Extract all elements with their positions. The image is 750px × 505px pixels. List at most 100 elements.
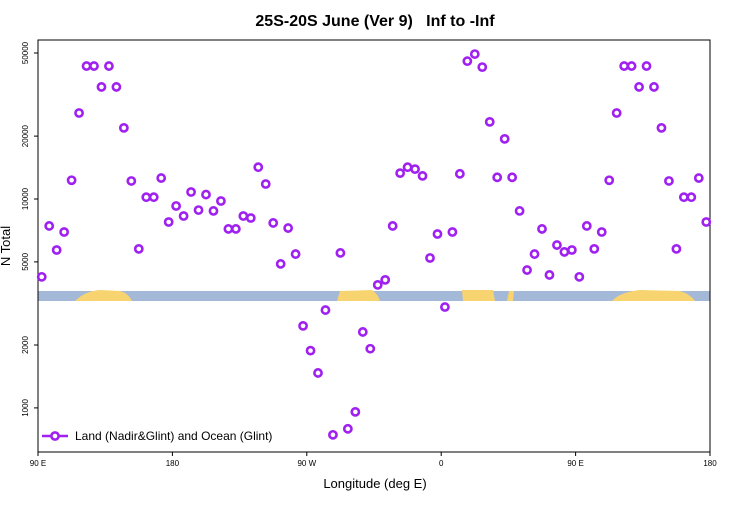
data-point	[148, 192, 159, 203]
data-point	[59, 227, 70, 237]
land-segment	[612, 290, 695, 301]
data-point	[417, 171, 428, 181]
data-point	[469, 49, 480, 59]
data-point	[432, 229, 443, 239]
data-point	[462, 56, 473, 67]
x-tick-label: 90 W	[297, 459, 316, 468]
land-segment	[75, 290, 132, 301]
data-point	[522, 265, 532, 275]
data-point	[283, 223, 294, 233]
y-tick-label: 20000	[21, 124, 30, 147]
data-point	[193, 205, 204, 215]
data-point	[111, 82, 122, 92]
legend-label: Land (Nadir&Glint) and Ocean (Glint)	[75, 429, 272, 443]
data-point	[589, 243, 600, 254]
data-point	[305, 345, 316, 356]
x-tick-label: 90 E	[30, 459, 46, 468]
data-point	[492, 172, 503, 183]
data-point	[66, 175, 77, 186]
data-point	[245, 213, 256, 223]
data-point	[581, 221, 592, 231]
data-point	[74, 108, 84, 118]
data-point	[656, 122, 667, 133]
data-point	[178, 211, 189, 221]
data-point	[104, 61, 114, 71]
y-tick-label: 2000	[21, 336, 30, 354]
y-tick-label: 5000	[21, 252, 30, 270]
data-point	[51, 245, 62, 255]
land-segment	[507, 291, 514, 301]
data-point	[701, 217, 712, 227]
data-point	[208, 206, 219, 216]
data-point	[440, 302, 450, 312]
x-tick-label: 90 E	[567, 459, 583, 468]
data-point	[686, 192, 697, 203]
data-point	[693, 173, 704, 183]
data-point	[163, 217, 174, 227]
data-point	[626, 61, 637, 71]
y-tick-label: 50000	[21, 41, 30, 64]
data-point	[186, 187, 196, 197]
data-point	[664, 176, 674, 186]
data-point	[604, 175, 615, 186]
data-point	[649, 82, 659, 92]
data-point	[44, 221, 55, 231]
legend-marker	[50, 431, 60, 441]
data-point	[566, 245, 577, 255]
data-point	[447, 227, 458, 237]
data-point	[387, 221, 398, 231]
data-point	[395, 168, 406, 179]
data-point	[126, 176, 137, 186]
data-point	[596, 227, 607, 237]
data-point	[514, 206, 525, 216]
data-point	[671, 243, 682, 254]
data-point	[507, 172, 518, 183]
data-point	[171, 201, 182, 211]
data-point	[529, 249, 540, 259]
data-point	[118, 122, 129, 133]
data-point	[365, 343, 376, 354]
x-tick-label: 0	[439, 459, 444, 468]
data-point	[201, 189, 211, 200]
data-point	[96, 82, 107, 92]
land-ocean-strip	[38, 290, 710, 301]
data-point	[380, 274, 391, 285]
data-point	[320, 305, 331, 315]
data-point	[268, 218, 279, 228]
x-axis-label: Longitude (deg E)	[323, 476, 426, 491]
chart-title: 25S-20S June (Ver 9) Inf to -Inf	[255, 13, 495, 30]
data-point	[574, 271, 585, 282]
x-tick-label: 180	[166, 459, 180, 468]
data-point	[484, 116, 495, 127]
data-point	[342, 423, 353, 434]
x-tick-label: 180	[703, 459, 717, 468]
data-point	[260, 179, 271, 189]
data-point	[156, 173, 167, 183]
data-point	[335, 248, 346, 258]
data-point	[230, 224, 241, 234]
data-point	[328, 429, 338, 440]
data-point	[357, 327, 368, 337]
data-point	[641, 61, 652, 71]
data-point	[253, 162, 264, 173]
data-point	[611, 108, 622, 118]
data-point	[313, 368, 323, 378]
data-point	[216, 196, 226, 206]
data-point	[425, 253, 435, 263]
y-tick-label: 10000	[21, 187, 30, 210]
data-point	[290, 249, 301, 259]
data-point	[298, 320, 308, 331]
data-point	[454, 168, 465, 179]
data-point	[350, 406, 361, 417]
data-point	[89, 61, 99, 71]
data-point	[544, 270, 555, 280]
data-point	[634, 82, 644, 92]
land-segment	[337, 290, 380, 301]
data-point	[499, 133, 510, 144]
data-point	[537, 224, 547, 234]
plot-frame	[37, 39, 711, 453]
data-point	[477, 62, 488, 73]
data-point	[36, 271, 47, 282]
y-axis-label: N Total	[0, 226, 13, 266]
